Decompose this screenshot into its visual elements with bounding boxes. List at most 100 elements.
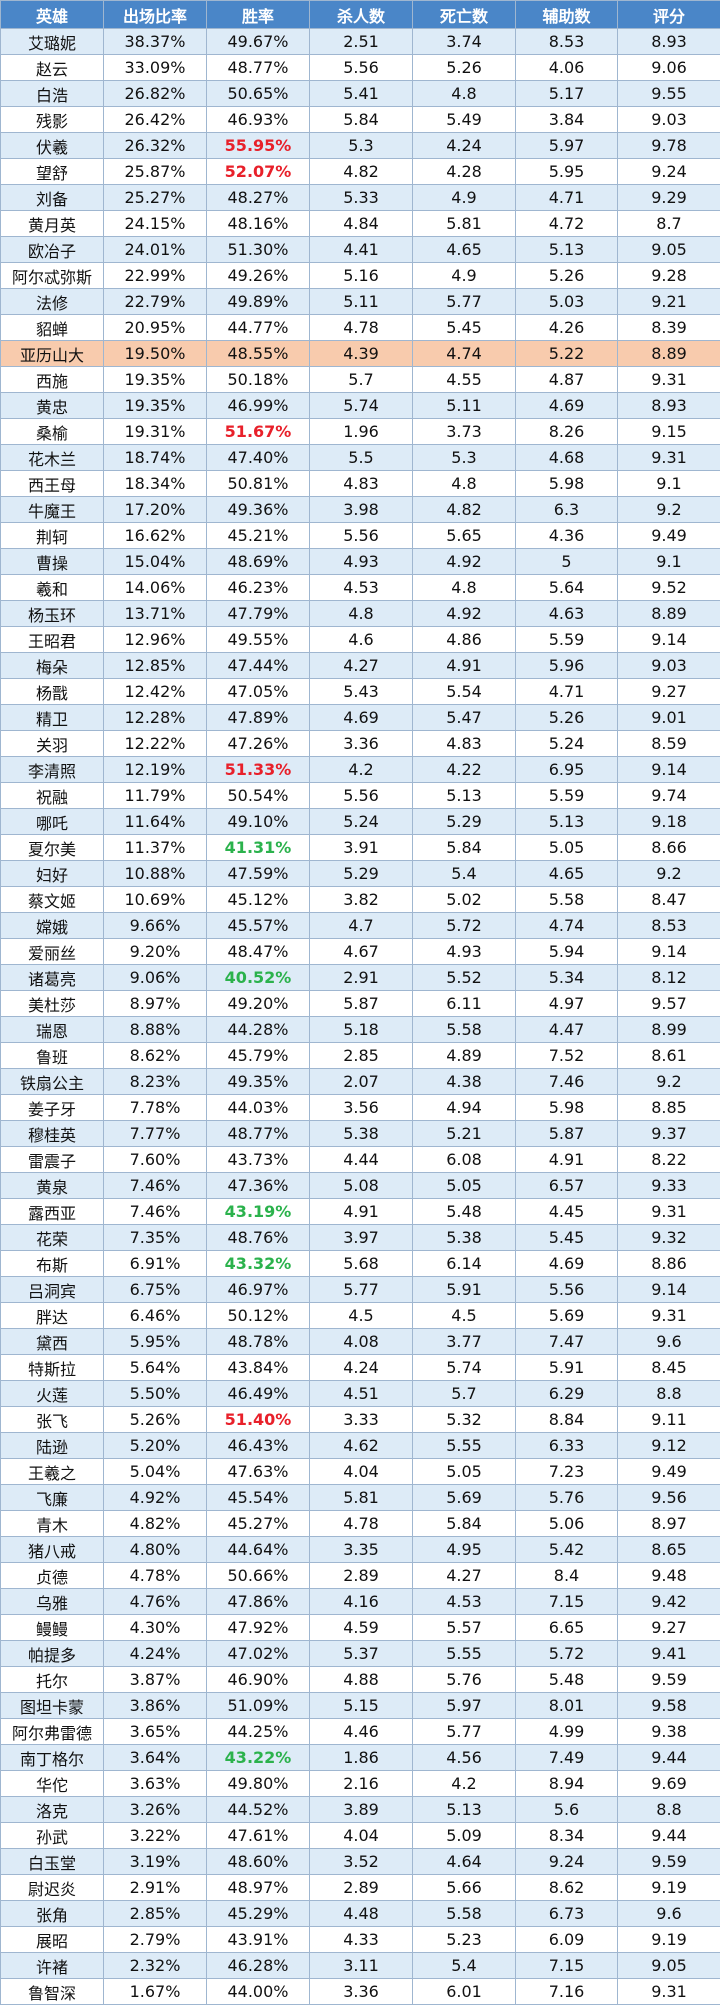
stat-cell: 43.91% [206, 1926, 310, 1953]
stat-cell: 48.27% [206, 184, 310, 211]
stat-cell: 3.36 [309, 730, 413, 757]
stat-cell: 9.31 [617, 1978, 720, 2005]
stat-cell: 5.26 [515, 704, 618, 731]
stat-cell: 5.45 [412, 314, 516, 341]
stat-cell: 47.61% [206, 1822, 310, 1849]
stat-cell: 4.24% [103, 1640, 207, 1667]
stat-cell: 3.86% [103, 1692, 207, 1719]
hero-name: 法修 [0, 288, 104, 315]
stat-cell: 12.85% [103, 652, 207, 679]
stat-cell: 4.92% [103, 1484, 207, 1511]
stat-cell: 47.63% [206, 1458, 310, 1485]
stat-cell: 4.04 [309, 1822, 413, 1849]
stat-cell: 7.35% [103, 1224, 207, 1251]
stat-cell: 19.35% [103, 392, 207, 419]
stat-cell: 8.62 [515, 1874, 618, 1901]
stat-cell: 4.64 [412, 1848, 516, 1875]
stat-cell: 11.79% [103, 782, 207, 809]
hero-name: 西施 [0, 366, 104, 393]
stat-cell: 6.08 [412, 1146, 516, 1173]
stat-cell: 9.32 [617, 1224, 720, 1251]
stat-cell: 48.77% [206, 54, 310, 81]
stat-cell: 5.06 [515, 1510, 618, 1537]
stat-cell: 9.74 [617, 782, 720, 809]
stat-cell: 43.19% [206, 1198, 310, 1225]
stat-cell: 5.65 [412, 522, 516, 549]
stat-cell: 8.65 [617, 1536, 720, 1563]
hero-name: 鳗鳗 [0, 1614, 104, 1641]
stat-cell: 4.2 [412, 1770, 516, 1797]
hero-name: 白玉堂 [0, 1848, 104, 1875]
stat-cell: 4.22 [412, 756, 516, 783]
table-row: 望舒 25.87% 52.07% 4.82 4.28 5.95 9.24 [0, 158, 720, 185]
table-row: 羲和 14.06% 46.23% 4.53 4.8 5.64 9.52 [0, 574, 720, 601]
stat-cell: 5.04% [103, 1458, 207, 1485]
stat-cell: 4.44 [309, 1146, 413, 1173]
table-row: 残影 26.42% 46.93% 5.84 5.49 3.84 9.03 [0, 106, 720, 133]
hero-name: 西王母 [0, 470, 104, 497]
stat-cell: 8.66 [617, 834, 720, 861]
stat-cell: 45.27% [206, 1510, 310, 1537]
stat-cell: 44.77% [206, 314, 310, 341]
stat-cell: 4.78 [309, 1510, 413, 1537]
stat-cell: 5.05 [412, 1172, 516, 1199]
stat-cell: 4.76% [103, 1588, 207, 1615]
table-row: 李清照 12.19% 51.33% 4.2 4.22 6.95 9.14 [0, 756, 720, 783]
hero-name: 花荣 [0, 1224, 104, 1251]
stat-cell: 4.86 [412, 626, 516, 653]
stat-cell: 8.34 [515, 1822, 618, 1849]
hero-name: 南丁格尔 [0, 1744, 104, 1771]
table-row: 法修 22.79% 49.89% 5.11 5.77 5.03 9.21 [0, 288, 720, 315]
hero-name: 青木 [0, 1510, 104, 1537]
stat-cell: 5.98 [515, 470, 618, 497]
stat-cell: 43.84% [206, 1354, 310, 1381]
stat-cell: 9.78 [617, 132, 720, 159]
table-row: 帕提多 4.24% 47.02% 5.37 5.55 5.72 9.41 [0, 1640, 720, 1667]
stat-cell: 9.31 [617, 444, 720, 471]
stat-cell: 3.52 [309, 1848, 413, 1875]
stat-cell: 25.27% [103, 184, 207, 211]
stat-cell: 5.22 [515, 340, 618, 367]
stat-cell: 5.43 [309, 678, 413, 705]
hero-name: 黄忠 [0, 392, 104, 419]
hero-name: 杨玉环 [0, 600, 104, 627]
stat-cell: 9.44 [617, 1744, 720, 1771]
stat-cell: 43.22% [206, 1744, 310, 1771]
header-cell: 英雄 [0, 0, 104, 29]
stat-cell: 3.87% [103, 1666, 207, 1693]
stat-cell: 9.14 [617, 626, 720, 653]
stat-cell: 9.31 [617, 1302, 720, 1329]
stat-cell: 1.67% [103, 1978, 207, 2005]
hero-name: 帕提多 [0, 1640, 104, 1667]
stat-cell: 9.1 [617, 548, 720, 575]
stat-cell: 8.53 [515, 28, 618, 55]
stat-cell: 6.73 [515, 1900, 618, 1927]
table-row: 黄忠 19.35% 46.99% 5.74 5.11 4.69 8.93 [0, 392, 720, 419]
stat-cell: 8.45 [617, 1354, 720, 1381]
table-row: 美杜莎 8.97% 49.20% 5.87 6.11 4.97 9.57 [0, 990, 720, 1017]
stat-cell: 3.74 [412, 28, 516, 55]
table-row: 露西亚 7.46% 43.19% 4.91 5.48 4.45 9.31 [0, 1198, 720, 1225]
stat-cell: 4.36 [515, 522, 618, 549]
stat-cell: 46.43% [206, 1432, 310, 1459]
stat-cell: 4.8 [412, 574, 516, 601]
stat-cell: 3.11 [309, 1952, 413, 1979]
table-row: 赵云 33.09% 48.77% 5.56 5.26 4.06 9.06 [0, 54, 720, 81]
stat-cell: 5.56 [309, 54, 413, 81]
hero-name: 猪八戒 [0, 1536, 104, 1563]
stat-cell: 48.77% [206, 1120, 310, 1147]
stat-cell: 9.14 [617, 938, 720, 965]
stat-cell: 24.01% [103, 236, 207, 263]
hero-name: 赵云 [0, 54, 104, 81]
stat-cell: 46.90% [206, 1666, 310, 1693]
table-row: 西王母 18.34% 50.81% 4.83 4.8 5.98 9.1 [0, 470, 720, 497]
stat-cell: 5.52 [412, 964, 516, 991]
stat-cell: 9.49 [617, 1458, 720, 1485]
stat-cell: 4.94 [412, 1094, 516, 1121]
table-row: 曹操 15.04% 48.69% 4.93 4.92 5 9.1 [0, 548, 720, 575]
stat-cell: 5.23 [412, 1926, 516, 1953]
stat-cell: 4.83 [412, 730, 516, 757]
stat-cell: 5.38 [309, 1120, 413, 1147]
stat-cell: 9.52 [617, 574, 720, 601]
